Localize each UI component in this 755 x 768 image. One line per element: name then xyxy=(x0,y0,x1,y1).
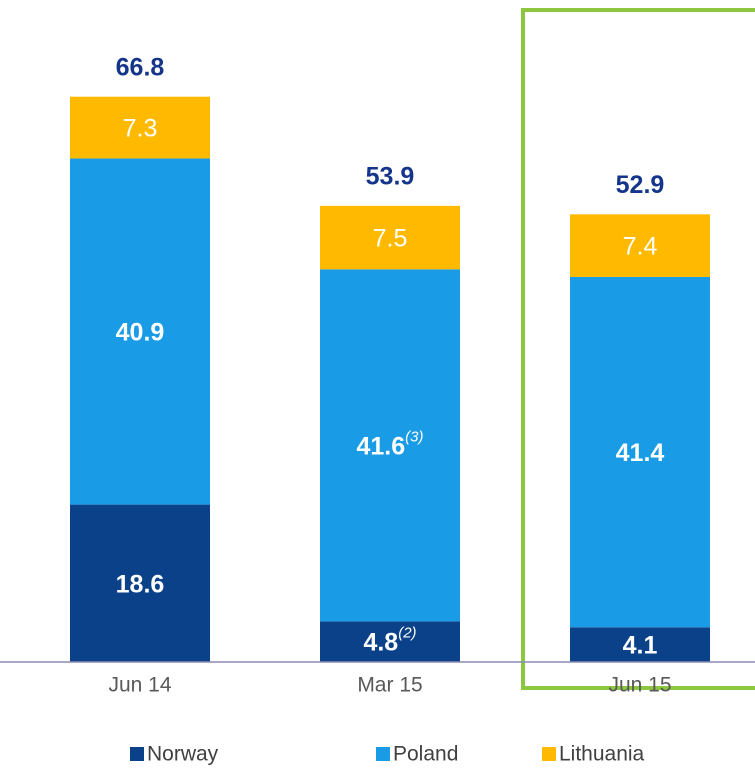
segment-label: 4.1 xyxy=(623,631,658,659)
segment-value: 41.6 xyxy=(356,432,405,460)
x-tick-label: Mar 15 xyxy=(357,674,422,697)
segment-value: 40.9 xyxy=(116,318,165,346)
legend-swatch xyxy=(542,747,556,761)
footnote-mark: (3) xyxy=(405,428,423,445)
segment-value: 7.3 xyxy=(123,114,158,142)
segment-label: 18.6 xyxy=(116,570,165,598)
bar-segment xyxy=(70,504,210,662)
segment-value: 7.5 xyxy=(373,224,408,252)
total-label: 53.9 xyxy=(366,162,415,190)
segment-label: 4.8(2) xyxy=(363,625,416,657)
segment-label: 7.5 xyxy=(373,224,408,252)
segment-label: 7.3 xyxy=(123,114,158,142)
bar-segment xyxy=(570,276,710,628)
legend-swatch xyxy=(130,747,144,761)
total-label: 52.9 xyxy=(616,171,665,199)
legend-label: Poland xyxy=(393,743,458,766)
bar-segment xyxy=(70,96,210,159)
segment-label: 41.4 xyxy=(616,439,665,467)
footnote-mark: (2) xyxy=(398,625,416,642)
segment-value: 4.1 xyxy=(623,631,658,659)
bar-segment xyxy=(320,205,460,270)
segment-label: 41.6(3) xyxy=(356,428,423,460)
x-tick-label: Jun 14 xyxy=(108,674,171,697)
bar-segment xyxy=(570,627,710,662)
legend-swatch xyxy=(376,747,390,761)
x-tick-label: Jun 15 xyxy=(608,674,671,697)
highlight-box xyxy=(521,8,755,690)
segment-label: 40.9 xyxy=(116,318,165,346)
segment-value: 18.6 xyxy=(116,570,165,598)
segment-value: 41.4 xyxy=(616,439,665,467)
segment-value: 4.8 xyxy=(363,628,398,656)
bar-segment xyxy=(320,269,460,622)
segment-value: 7.4 xyxy=(623,232,658,260)
bar-segment xyxy=(570,214,710,277)
segment-label: 7.4 xyxy=(623,232,658,260)
total-label: 66.8 xyxy=(116,53,165,81)
legend-label: Lithuania xyxy=(559,743,645,766)
legend-label: Norway xyxy=(147,743,219,766)
bar-segment xyxy=(320,621,460,662)
bar-segment xyxy=(70,158,210,505)
